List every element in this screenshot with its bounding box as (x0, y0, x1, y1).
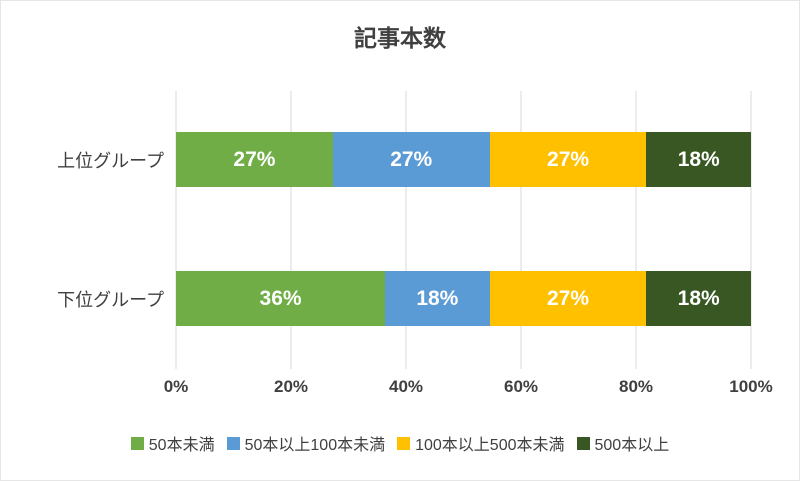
x-tick-label: 20% (273, 377, 309, 396)
data-label: 18% (677, 147, 720, 171)
data-label: 27% (233, 147, 276, 171)
gridline (520, 91, 522, 369)
data-label: 18% (677, 286, 720, 310)
bar-row: 27% 27% 27% 18% (176, 132, 751, 187)
legend-item: 500本以上 (576, 431, 670, 455)
gridline (175, 91, 177, 369)
x-tick-label: 80% (618, 377, 654, 396)
legend-swatch (226, 436, 240, 450)
chart-legend: 50本未満 50本以上100本未満 100本以上500本未満 500本以上 (1, 431, 799, 455)
bar-segment: 27% (489, 132, 647, 187)
data-label: 27% (390, 147, 433, 171)
legend-label: 50本未満 (148, 437, 215, 454)
data-label: 27% (547, 147, 590, 171)
data-label: 36% (259, 286, 302, 310)
legend-swatch (576, 436, 590, 450)
bar-segment: 18% (385, 271, 490, 326)
bar-segment: 18% (646, 271, 751, 326)
gridline (290, 91, 292, 369)
bar-segment: 27% (489, 271, 647, 326)
plot-area: 27% 27% 27% 18% 36% 18% 27% 18% (175, 91, 752, 369)
x-axis-ticks: 0% 20% 40% 60% 80% 100% (164, 377, 773, 401)
data-label: 18% (416, 286, 459, 310)
chart-title: 記事本数 (354, 25, 446, 51)
legend-label: 100本以上500本未満 (415, 437, 565, 454)
legend-item: 50本未満 (130, 431, 215, 455)
y-axis-labels: 上位グループ 下位グループ (1, 91, 164, 369)
x-tick-label: 0% (163, 377, 189, 396)
bar-segment: 36% (176, 271, 386, 326)
category-label: 上位グループ (57, 150, 164, 171)
x-tick-label: 60% (503, 377, 539, 396)
bar-segment: 18% (646, 132, 751, 187)
bar-segment: 27% (332, 132, 490, 187)
legend-label: 500本以上 (594, 437, 670, 454)
x-tick-label: 40% (388, 377, 424, 396)
x-tick-label: 100% (729, 377, 773, 396)
legend-label: 50本以上100本未満 (244, 437, 386, 454)
legend-swatch (397, 436, 411, 450)
data-label: 27% (547, 286, 590, 310)
bar-segment: 27% (176, 132, 333, 187)
legend-item: 50本以上100本未満 (226, 431, 386, 455)
gridline (750, 91, 752, 369)
bar-row: 36% 18% 27% 18% (176, 271, 751, 326)
legend-swatch (130, 436, 144, 450)
gridline (635, 91, 637, 369)
gridline (405, 91, 407, 369)
category-label: 下位グループ (57, 289, 164, 310)
legend-item: 100本以上500本未満 (397, 431, 565, 455)
